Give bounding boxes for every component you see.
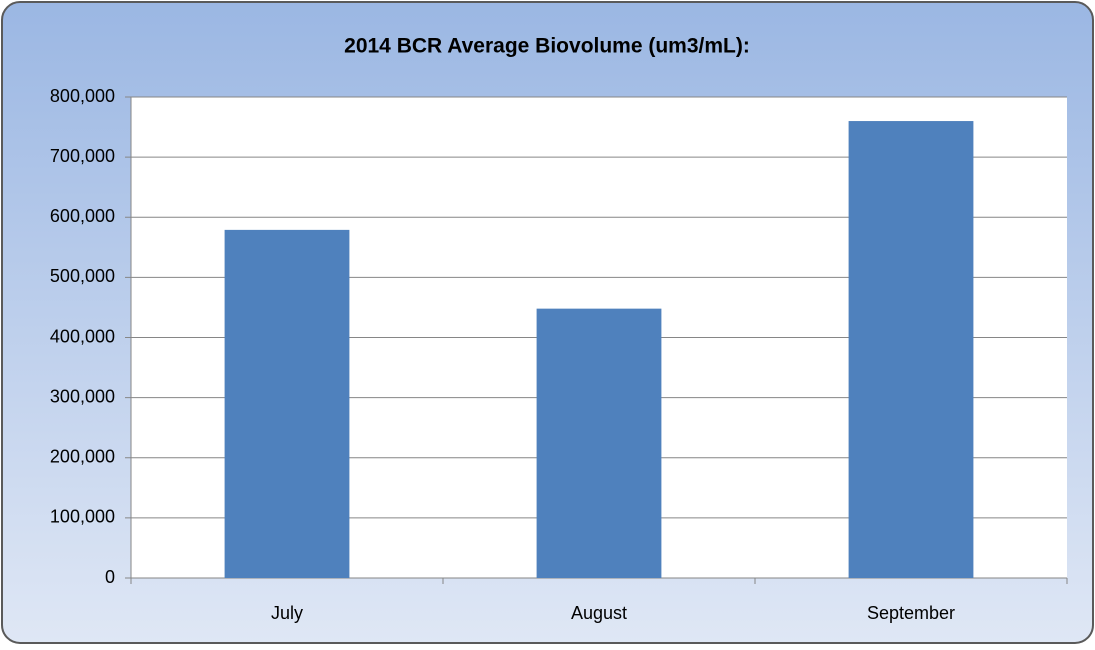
chart-title: 2014 BCR Average Biovolume (um3/mL):	[344, 35, 750, 58]
x-tick-label: August	[571, 603, 627, 623]
bar	[536, 308, 662, 578]
y-tick-label: 100,000	[50, 507, 115, 527]
x-tick-label: July	[271, 603, 303, 623]
y-tick-label: 700,000	[50, 146, 115, 166]
y-tick-label: 200,000	[50, 447, 115, 467]
y-tick-label: 800,000	[50, 86, 115, 106]
y-tick-label: 400,000	[50, 326, 115, 346]
y-tick-label: 600,000	[50, 206, 115, 226]
y-tick-label: 0	[105, 567, 115, 587]
x-tick-label: September	[867, 603, 955, 623]
bar	[224, 229, 350, 578]
y-tick-label: 500,000	[50, 266, 115, 286]
y-tick-label: 300,000	[50, 386, 115, 406]
bar	[848, 121, 974, 579]
